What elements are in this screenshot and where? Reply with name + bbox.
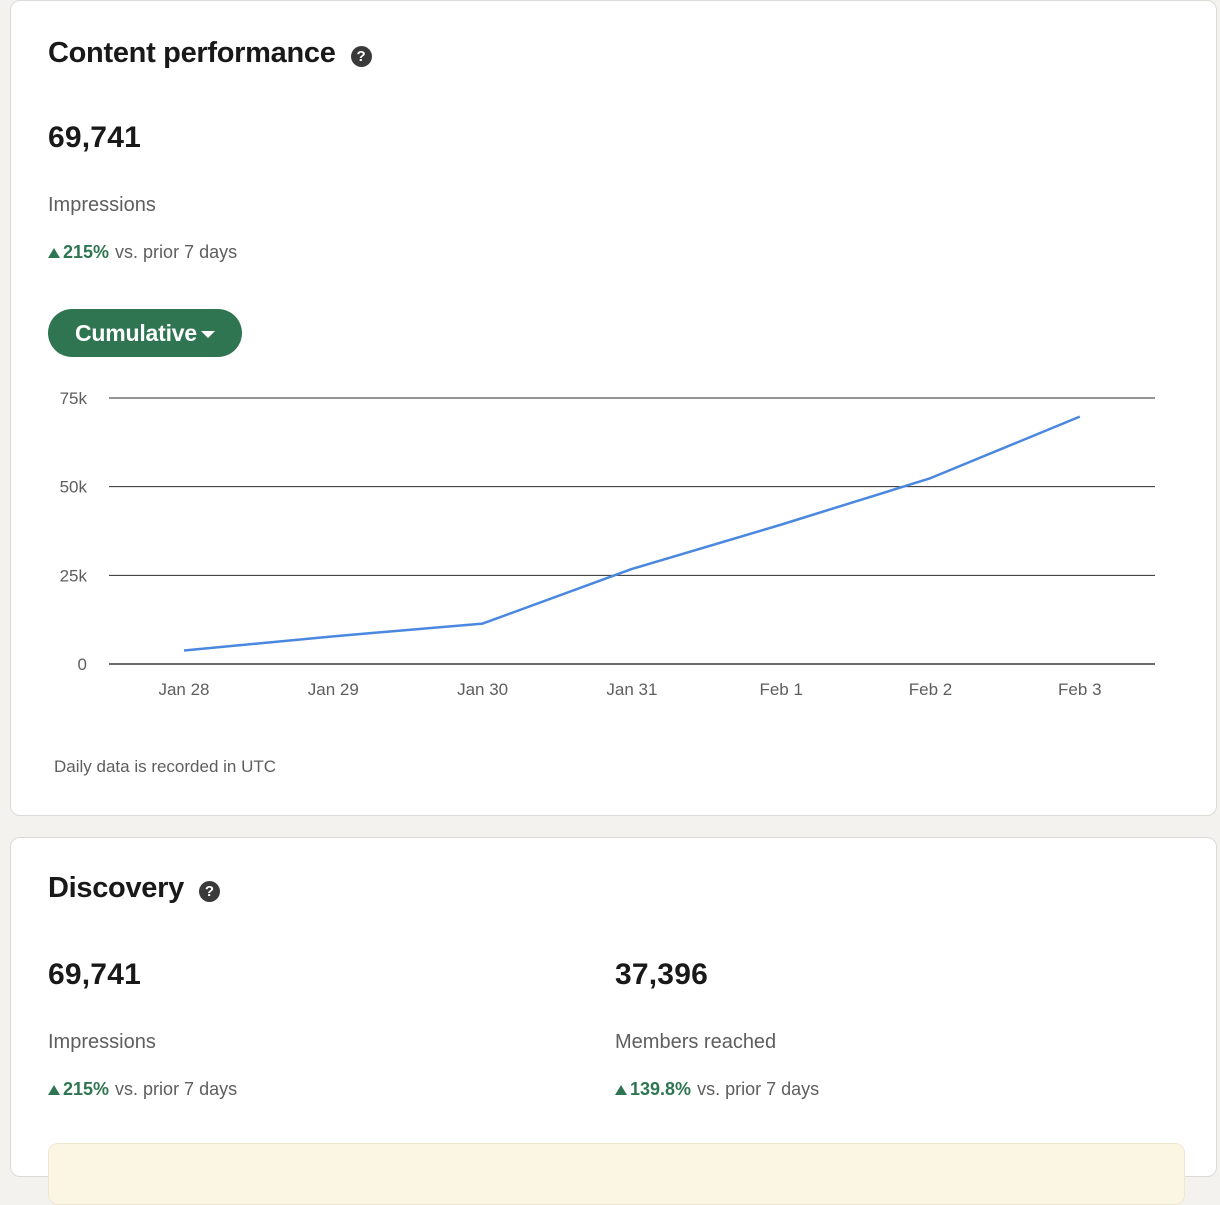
content-performance-title: Content performance bbox=[48, 37, 336, 69]
x-tick-label: Jan 31 bbox=[606, 680, 657, 699]
content-performance-card: Content performance ? 69,741 Impressions… bbox=[10, 0, 1217, 816]
data-point[interactable] bbox=[1074, 411, 1086, 423]
members-reached-change-pct: 139.8% bbox=[630, 1079, 692, 1099]
impressions-change-pct: 215% bbox=[63, 242, 110, 262]
data-point[interactable] bbox=[178, 645, 190, 657]
members-reached-value: 37,396 bbox=[615, 958, 708, 991]
data-point[interactable] bbox=[477, 618, 489, 630]
y-tick-label: 25k bbox=[60, 566, 88, 585]
discovery-card: Discovery ? 69,741 Impressions 215% vs. … bbox=[10, 837, 1217, 1205]
data-point[interactable] bbox=[626, 563, 638, 575]
data-point[interactable] bbox=[327, 630, 339, 642]
impressions-change-text: vs. prior 7 days bbox=[115, 242, 238, 262]
impressions-line-chart: 0 25k 50k 75k Jan 28 Jan 29 Jan 30 Jan 31 Feb 1 F… bbox=[60, 389, 1155, 699]
x-tick-label: Feb 2 bbox=[909, 680, 952, 699]
y-tick-label: 50k bbox=[60, 478, 88, 497]
triangle-up-icon bbox=[48, 1084, 60, 1095]
cumulative-dropdown-button[interactable]: Cumulative bbox=[48, 309, 242, 357]
impressions-series-line bbox=[183, 415, 1081, 652]
data-point[interactable] bbox=[775, 519, 787, 531]
discovery-impressions-value: 69,741 bbox=[48, 958, 141, 991]
discovery-impressions-change-pct: 215% bbox=[63, 1079, 110, 1099]
discovery-impressions-change: 215% vs. prior 7 days bbox=[48, 1079, 237, 1100]
info-banner bbox=[48, 1143, 1185, 1205]
discovery-impressions-change-text: vs. prior 7 days bbox=[115, 1079, 238, 1099]
x-tick-label: Feb 3 bbox=[1058, 680, 1101, 699]
content-performance-header: Content performance ? bbox=[48, 37, 372, 70]
question-circle-icon[interactable]: ? bbox=[198, 881, 220, 902]
members-reached-metric: 37,396 Members reached 139.8% vs. prior … bbox=[615, 958, 819, 1100]
x-tick-label: Jan 28 bbox=[158, 680, 209, 699]
discovery-impressions-label: Impressions bbox=[48, 1031, 156, 1053]
impressions-value: 69,741 bbox=[48, 121, 141, 154]
x-tick-label: Jan 30 bbox=[457, 680, 508, 699]
y-tick-label: 75k bbox=[60, 389, 88, 408]
utc-footnote: Daily data is recorded in UTC bbox=[54, 757, 277, 776]
y-tick-label: 0 bbox=[78, 655, 87, 674]
x-tick-label: Feb 1 bbox=[759, 680, 802, 699]
members-reached-change: 139.8% vs. prior 7 days bbox=[615, 1079, 819, 1100]
x-tick-label: Jan 29 bbox=[308, 680, 359, 699]
impressions-metric: 69,741 Impressions 215% vs. prior 7 days bbox=[48, 121, 237, 263]
triangle-up-icon bbox=[48, 247, 60, 258]
impressions-change: 215% vs. prior 7 days bbox=[48, 242, 237, 263]
discovery-impressions-metric: 69,741 Impressions 215% vs. prior 7 days bbox=[48, 958, 237, 1100]
members-reached-change-text: vs. prior 7 days bbox=[697, 1079, 820, 1099]
question-circle-icon[interactable]: ? bbox=[350, 46, 372, 67]
discovery-header: Discovery ? bbox=[48, 872, 220, 905]
triangle-up-icon bbox=[615, 1084, 627, 1095]
impressions-label: Impressions bbox=[48, 194, 156, 216]
cumulative-dropdown-label: Cumulative bbox=[75, 319, 197, 346]
data-point[interactable] bbox=[925, 472, 937, 484]
discovery-title: Discovery bbox=[48, 872, 184, 904]
members-reached-label: Members reached bbox=[615, 1031, 777, 1053]
caret-down-icon bbox=[200, 330, 215, 338]
